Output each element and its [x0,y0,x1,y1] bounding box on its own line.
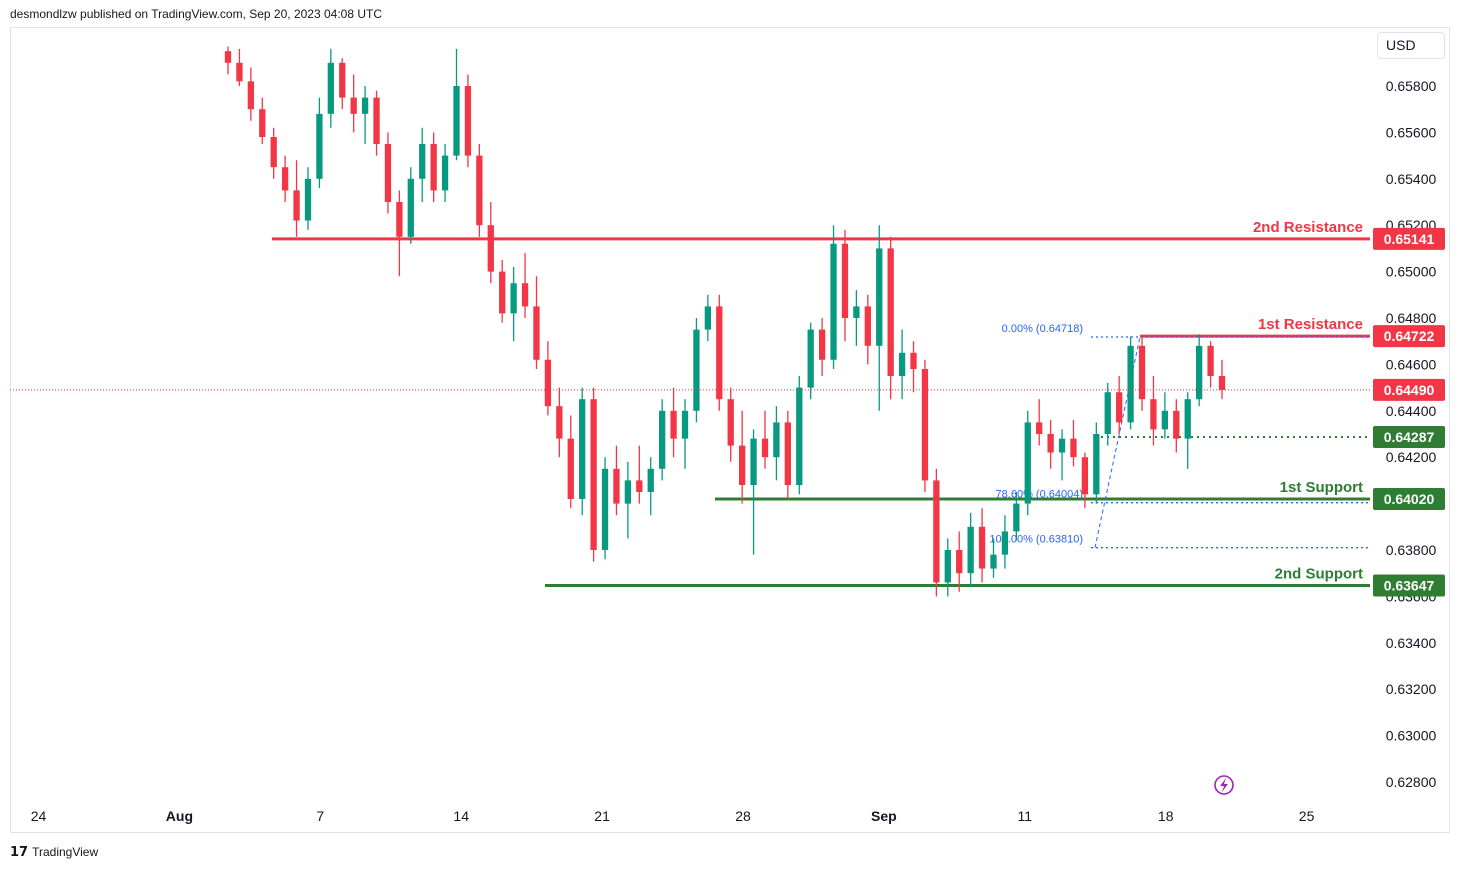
publication-attribution: desmondlzw published on TradingView.com,… [10,7,383,21]
currency-selector-button[interactable]: USD [1377,32,1445,59]
brand-name[interactable]: TradingView [32,845,99,859]
tradingview-logo-icon[interactable]: 17 [10,844,29,860]
footer: 17 TradingView [10,843,98,861]
chart-frame [10,27,1450,833]
